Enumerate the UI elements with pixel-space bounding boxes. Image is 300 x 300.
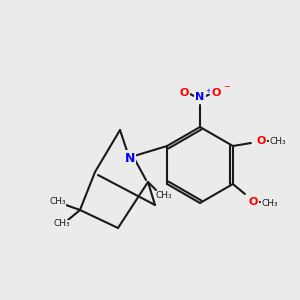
Text: O: O — [211, 88, 221, 98]
Text: −: − — [223, 82, 230, 91]
Text: O: O — [179, 88, 189, 98]
Text: CH₃: CH₃ — [156, 191, 172, 200]
Text: CH₃: CH₃ — [54, 220, 70, 229]
Text: CH₃: CH₃ — [270, 137, 286, 146]
Text: N: N — [125, 152, 135, 164]
Text: +: + — [205, 88, 211, 94]
Text: CH₃: CH₃ — [50, 197, 66, 206]
Text: N: N — [195, 92, 205, 102]
Text: O: O — [248, 197, 258, 207]
Text: O: O — [256, 136, 266, 146]
Text: CH₃: CH₃ — [262, 199, 278, 208]
